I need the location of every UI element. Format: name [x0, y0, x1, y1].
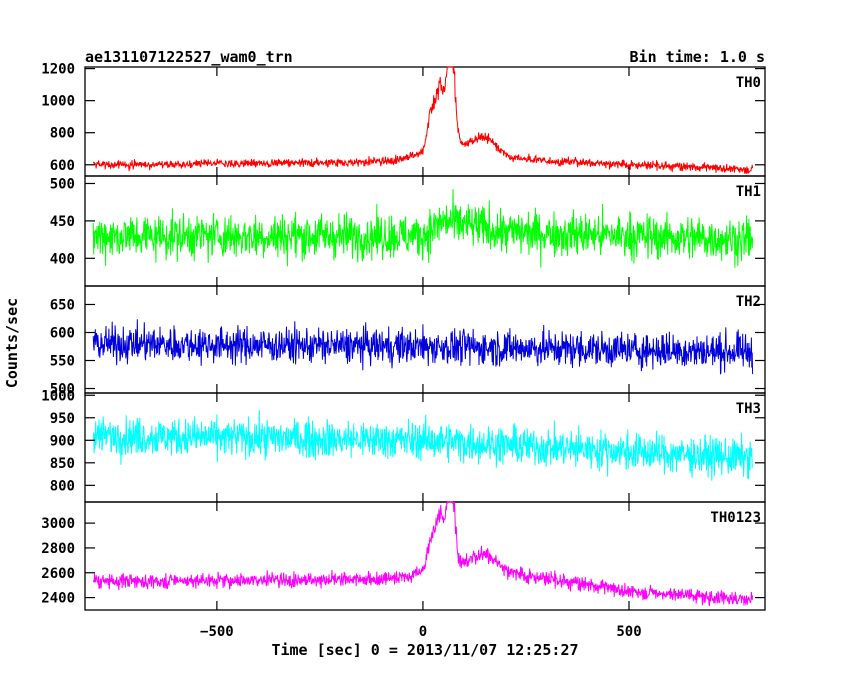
lightcurve-th3 — [92, 409, 753, 481]
panel-frame — [84, 66, 766, 177]
y-tick-label: 3000 — [41, 516, 75, 532]
lightcurve-th1 — [92, 189, 754, 268]
y-tick-label: 2600 — [41, 566, 75, 582]
panel-label: TH1 — [736, 184, 761, 200]
y-tick-label: 2800 — [41, 541, 75, 557]
panel-label: TH3 — [736, 401, 761, 417]
panel-label: TH0123 — [710, 510, 761, 526]
panel-th1: 400 450 500 TH1 — [50, 175, 766, 287]
y-tick-label: 450 — [50, 214, 75, 230]
y-tick-label: 1000 — [41, 388, 75, 404]
y-tick-label: 1000 — [41, 94, 75, 110]
chart-title: ae131107122527_wam0_trn — [85, 48, 293, 66]
y-tick-label: 600 — [50, 158, 75, 174]
y-tick-label: 1200 — [41, 62, 75, 78]
y-tick-label: 500 — [50, 176, 75, 192]
x-tick-label: 0 — [419, 624, 427, 640]
panel-th3: 800 850 900 950 1000 TH3 — [41, 388, 766, 503]
lightcurve-th0 — [92, 66, 754, 174]
y-tick-label: 900 — [50, 433, 75, 449]
x-axis-title: Time [sec] 0 = 2013/11/07 12:25:27 — [271, 641, 578, 659]
y-axis-title: Counts/sec — [3, 298, 21, 388]
y-tick-label: 600 — [50, 325, 75, 341]
panel-frame — [84, 501, 766, 611]
y-tick-label: 850 — [50, 456, 75, 472]
panels: 600 800 1000 1200 TH0 400 450 500 TH1 500 550 600 65… — [41, 62, 766, 611]
lightcurve-th0123 — [92, 501, 754, 606]
y-tick-label: 550 — [50, 354, 75, 370]
y-tick-label: 400 — [50, 251, 75, 267]
y-tick-label: 800 — [50, 478, 75, 494]
y-tick-label: 2400 — [41, 591, 75, 607]
x-axis: −500 0 500 — [200, 624, 642, 640]
lightcurve-th2 — [92, 319, 754, 375]
x-tick-label: 500 — [616, 624, 641, 640]
panel-th0123: 2400 2600 2800 3000 TH0123 — [41, 501, 766, 611]
panel-label: TH2 — [736, 294, 761, 310]
panel-label: TH0 — [736, 75, 761, 91]
panel-th2: 500 550 600 650 TH2 — [50, 285, 766, 398]
panel-th0: 600 800 1000 1200 TH0 — [41, 62, 766, 177]
y-tick-label: 950 — [50, 411, 75, 427]
y-tick-label: 800 — [50, 126, 75, 142]
y-tick-label: 500 — [50, 382, 75, 398]
bin-time-label: Bin time: 1.0 s — [630, 48, 765, 66]
x-tick-label: −500 — [200, 624, 234, 640]
y-tick-label: 650 — [50, 297, 75, 313]
